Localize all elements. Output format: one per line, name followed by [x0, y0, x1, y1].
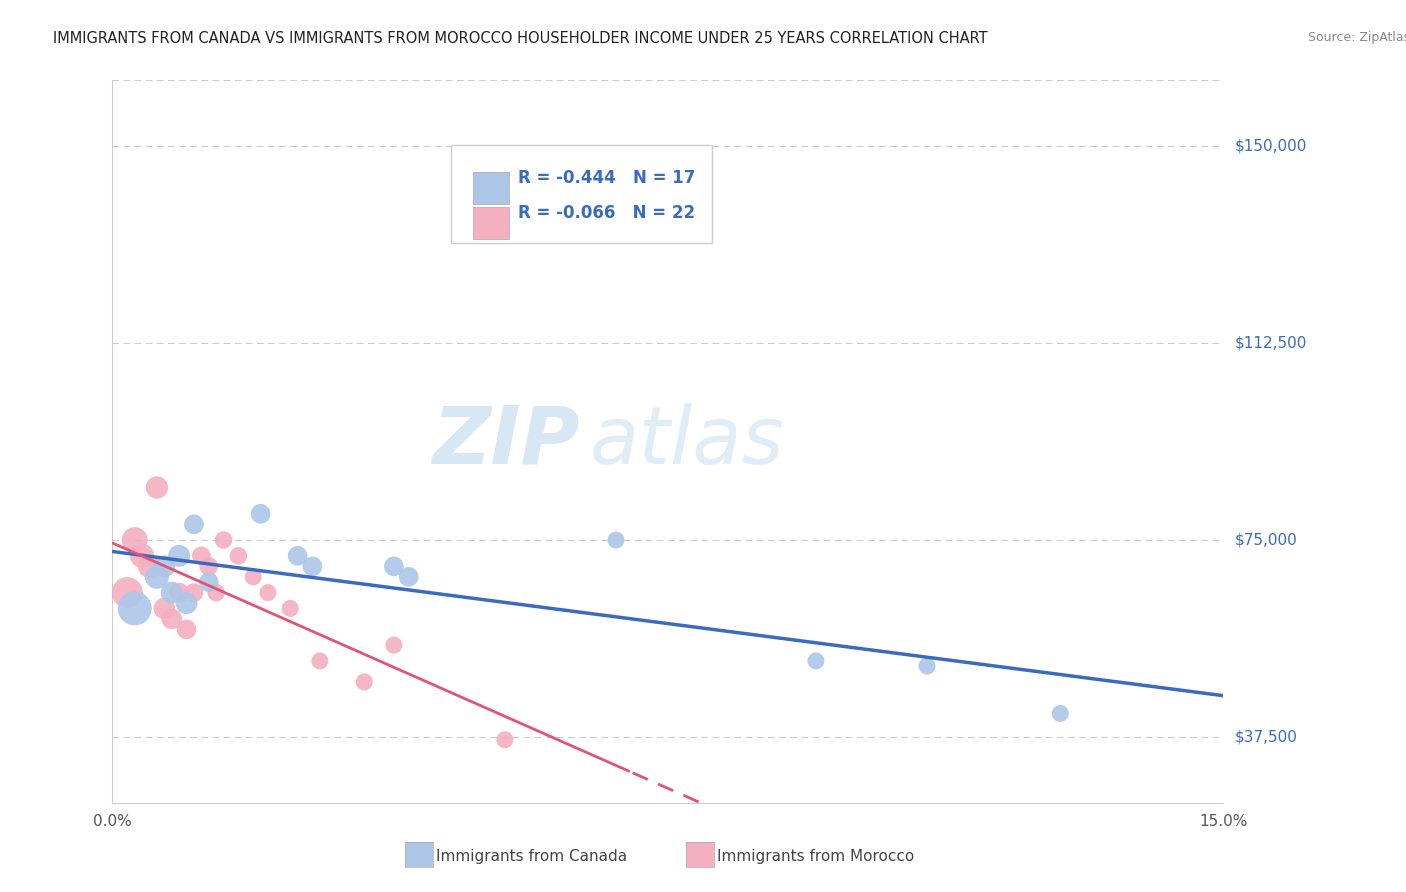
Point	[197, 559, 219, 574]
Point	[382, 638, 405, 652]
Text: R = -0.444   N = 17: R = -0.444 N = 17	[517, 169, 696, 187]
Point	[146, 570, 169, 584]
Point	[153, 601, 176, 615]
Point	[382, 559, 405, 574]
Point	[190, 549, 212, 563]
Point	[124, 533, 146, 547]
Point	[242, 570, 264, 584]
Point	[1049, 706, 1071, 721]
Text: $75,000: $75,000	[1234, 533, 1298, 548]
Point	[131, 549, 153, 563]
Point	[257, 585, 280, 599]
Point	[160, 612, 183, 626]
Point	[249, 507, 271, 521]
FancyBboxPatch shape	[474, 172, 509, 204]
Point	[197, 575, 219, 590]
Text: Immigrants from Canada: Immigrants from Canada	[436, 849, 627, 863]
Point	[153, 559, 176, 574]
FancyBboxPatch shape	[474, 207, 509, 239]
Point	[183, 585, 205, 599]
Text: $37,500: $37,500	[1234, 730, 1298, 745]
Point	[124, 601, 146, 615]
Text: $112,500: $112,500	[1234, 335, 1306, 351]
Point	[212, 533, 235, 547]
Point	[494, 732, 516, 747]
Point	[353, 675, 375, 690]
Text: ZIP: ZIP	[432, 402, 579, 481]
Text: $150,000: $150,000	[1234, 138, 1306, 153]
Point	[117, 585, 139, 599]
Point	[287, 549, 309, 563]
Point	[804, 654, 827, 668]
Point	[278, 601, 301, 615]
Point	[205, 585, 228, 599]
FancyBboxPatch shape	[451, 145, 713, 243]
Point	[160, 585, 183, 599]
Point	[176, 623, 198, 637]
Text: Source: ZipAtlas.com: Source: ZipAtlas.com	[1308, 31, 1406, 45]
Point	[167, 549, 190, 563]
Text: R = -0.066   N = 22: R = -0.066 N = 22	[517, 204, 695, 222]
Point	[176, 596, 198, 610]
Point	[138, 559, 160, 574]
Text: Immigrants from Morocco: Immigrants from Morocco	[717, 849, 914, 863]
Point	[308, 654, 330, 668]
Point	[146, 481, 169, 495]
Point	[398, 570, 420, 584]
Text: IMMIGRANTS FROM CANADA VS IMMIGRANTS FROM MOROCCO HOUSEHOLDER INCOME UNDER 25 YE: IMMIGRANTS FROM CANADA VS IMMIGRANTS FRO…	[53, 31, 988, 46]
Point	[301, 559, 323, 574]
Point	[605, 533, 627, 547]
Point	[183, 517, 205, 532]
Point	[228, 549, 250, 563]
Text: atlas: atlas	[591, 402, 785, 481]
Point	[167, 585, 190, 599]
Point	[915, 659, 938, 673]
